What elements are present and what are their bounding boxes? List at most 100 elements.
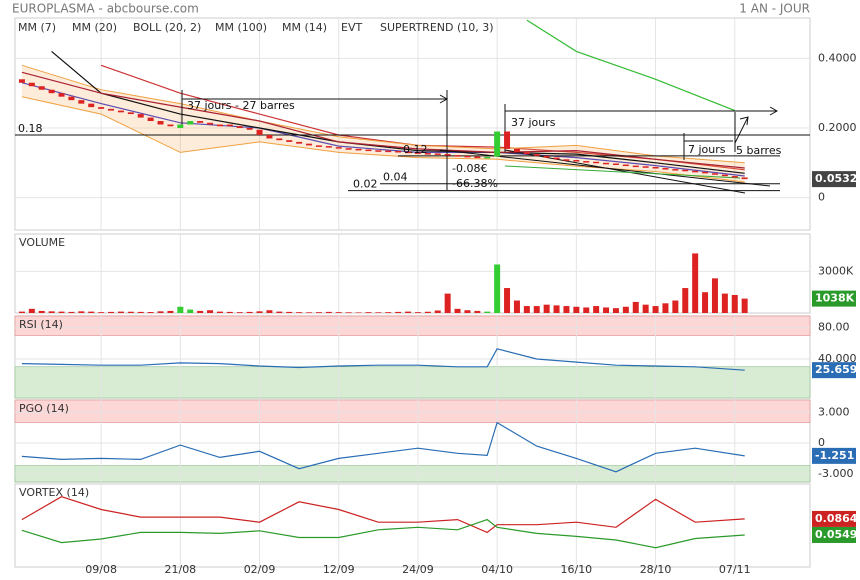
annotation: 37 jours	[511, 116, 556, 129]
volume-bar	[78, 311, 85, 313]
volume-bar	[157, 311, 164, 313]
volume-bar	[98, 312, 105, 313]
volume-bar	[187, 309, 194, 313]
volume-bar	[702, 292, 709, 313]
legend-entry: BOLL (20, 2)	[133, 21, 201, 34]
candle	[355, 148, 362, 151]
volume-bar	[444, 293, 451, 313]
indicator-line	[21, 518, 745, 549]
indicator-line	[21, 421, 745, 473]
annotation: 37 jours - 27 barres	[187, 99, 295, 112]
candle	[88, 103, 95, 108]
candle	[246, 128, 253, 130]
last-value-label: 25.659	[815, 363, 857, 376]
volume-bar	[296, 312, 303, 313]
volume-bar	[622, 306, 629, 313]
candle	[434, 153, 441, 155]
volume-bar	[325, 311, 332, 313]
y-tick-label: 0.4000	[818, 51, 857, 64]
candle	[563, 159, 570, 161]
x-tick-label: 07/11	[719, 563, 751, 576]
volume-bar	[494, 264, 501, 313]
candle	[662, 168, 669, 170]
candle	[385, 150, 392, 153]
volume-bar	[266, 310, 273, 313]
last-value-label: 0.0864	[815, 512, 858, 525]
legend-entry: MM (100)	[215, 21, 267, 34]
candle	[315, 145, 322, 147]
zone	[14, 366, 811, 399]
volume-bar	[711, 278, 718, 313]
last-value-box	[812, 447, 856, 464]
volume-bar	[48, 311, 55, 313]
volume-bar	[553, 305, 560, 313]
candle	[533, 154, 540, 156]
candle	[731, 176, 738, 178]
candle	[543, 155, 550, 158]
volume-bar	[612, 308, 619, 313]
x-tick-label: 21/08	[164, 563, 196, 576]
candle	[38, 86, 45, 90]
ma-line	[21, 82, 745, 177]
indicator-line	[21, 348, 745, 371]
annotation: -0.08€	[452, 162, 487, 175]
candle	[68, 96, 75, 101]
panel-title: RSI (14)	[19, 318, 63, 331]
volume-bar	[454, 308, 461, 313]
volume-bar	[58, 311, 65, 313]
candle	[484, 156, 491, 159]
candle	[741, 177, 748, 180]
volume-bar	[484, 311, 491, 313]
level-label: 0.12	[403, 143, 428, 156]
volume-bar	[365, 312, 372, 313]
volume-bar	[682, 288, 689, 313]
volume-bar	[642, 304, 649, 313]
candle	[494, 131, 501, 157]
volume-bar	[345, 312, 352, 313]
candle	[424, 153, 431, 155]
candle	[108, 108, 115, 111]
panel	[14, 483, 811, 568]
volume-bar	[731, 294, 738, 313]
bollinger-upper	[21, 64, 745, 164]
volume-bar	[513, 300, 520, 313]
candle	[721, 174, 728, 177]
candle	[444, 154, 451, 156]
candle	[454, 155, 461, 157]
candle	[702, 171, 709, 174]
candle	[553, 157, 560, 160]
legend-entry: EVT	[341, 21, 362, 34]
panel	[14, 233, 811, 314]
volume-bar	[474, 310, 481, 313]
volume-bar	[38, 310, 45, 313]
candle	[18, 79, 25, 83]
candle	[593, 161, 600, 164]
y-tick-label: 0	[818, 436, 825, 449]
legend-entry: SUPERTREND (10, 3)	[380, 21, 494, 34]
candle	[365, 149, 372, 152]
level-label: 0.02	[353, 178, 378, 191]
volume-bar	[177, 306, 184, 313]
candle	[117, 110, 124, 113]
y-tick-label: 80.00	[818, 321, 850, 334]
period-label: 1 AN - JOUR	[739, 2, 810, 16]
candle	[474, 156, 481, 159]
panel-title: PGO (14)	[19, 402, 69, 415]
volume-bar	[652, 306, 659, 313]
bollinger-fill	[21, 65, 745, 182]
volume-bar	[375, 312, 382, 313]
candle	[286, 140, 293, 142]
volume-bar	[18, 311, 25, 313]
candle	[78, 100, 85, 104]
candle	[672, 169, 679, 171]
candle	[207, 122, 214, 125]
volume-bar	[395, 311, 402, 313]
measure-line	[734, 116, 749, 144]
x-tick-label: 02/09	[244, 563, 276, 576]
candle	[513, 148, 520, 153]
annotation: 5 barres	[736, 144, 782, 157]
candle	[147, 117, 154, 122]
candle	[414, 152, 421, 154]
y-tick-label: 0.2000	[818, 121, 857, 134]
